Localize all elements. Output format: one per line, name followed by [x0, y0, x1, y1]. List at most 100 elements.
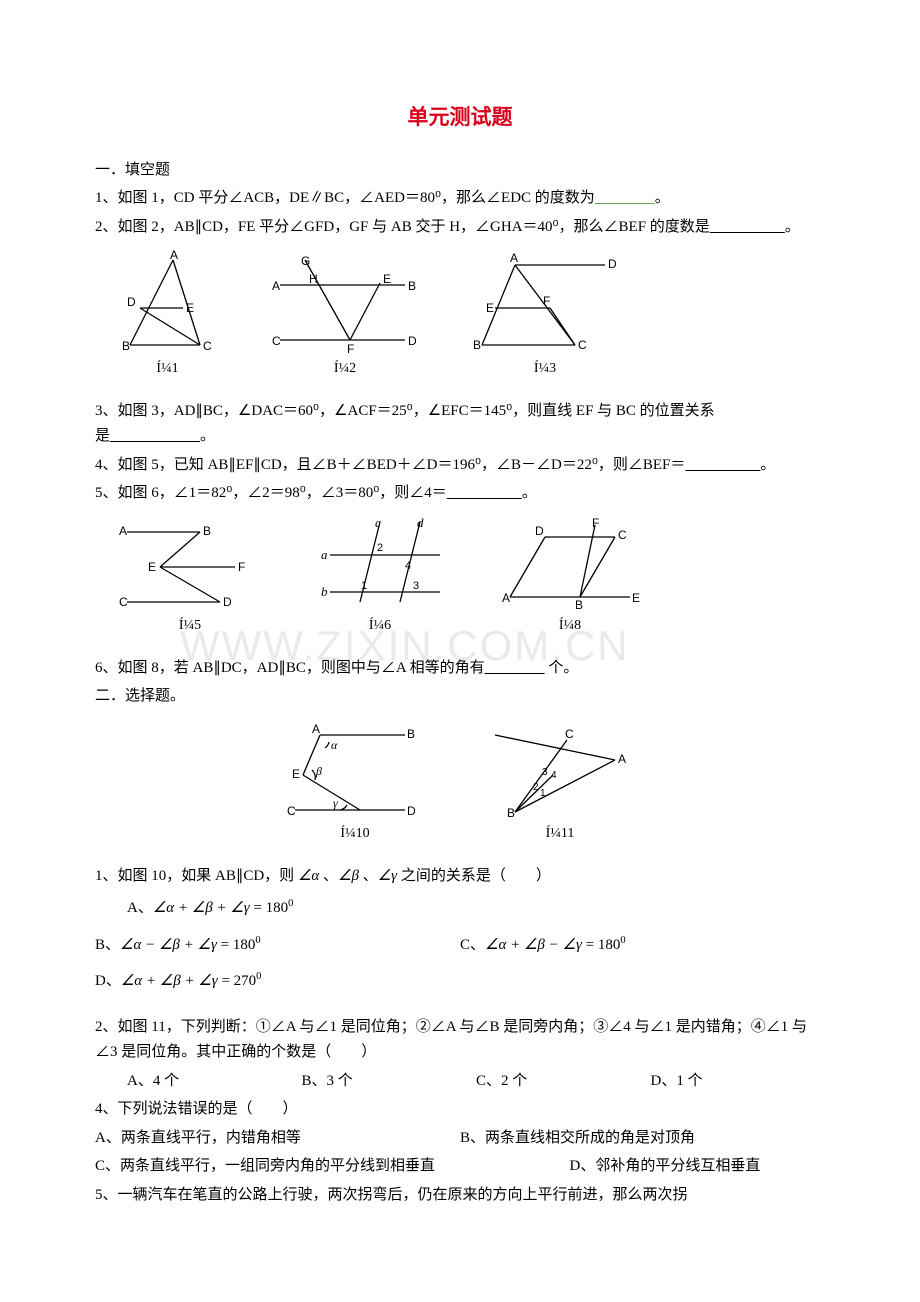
svg-text:C: C	[203, 339, 212, 353]
svg-text:B: B	[407, 727, 415, 741]
mc1-a: A、∠α + ∠β + ∠γ = 1800	[127, 895, 492, 922]
question-1: 1、如图 1，CD 平分∠ACB，DE∥BC，∠AED＝80⁰，那么∠EDC 的…	[95, 186, 825, 212]
question-1-text: 1、如图 1，CD 平分∠ACB，DE∥BC，∠AED＝80⁰，那么∠EDC 的…	[95, 190, 595, 206]
svg-text:A: A	[502, 591, 510, 605]
svg-text:B: B	[575, 598, 583, 612]
figure-3: A D E F B C Í¼3	[470, 250, 620, 381]
question-5-text: 5、如图 6，∠1＝82⁰，∠2＝98⁰，∠3＝80⁰，则∠4＝	[95, 485, 447, 501]
svg-text:F: F	[592, 517, 599, 530]
fig3-caption: Í¼3	[470, 357, 620, 381]
mc-question-5: 5、一辆汽车在笔直的公路上行驶，两次拐弯后，仍在原来的方向上平行前进，那么两次拐	[95, 1183, 825, 1209]
fig5-caption: Í¼5	[115, 614, 265, 638]
mc4-row2: C、两条直线平行，一组同旁内角的平分线到相垂直 D、邻补角的平分线互相垂直	[95, 1154, 825, 1180]
svg-text:D: D	[223, 595, 232, 609]
svg-text:c: c	[375, 517, 381, 530]
fig11-caption: Í¼11	[485, 822, 635, 846]
svg-text:E: E	[292, 767, 300, 781]
mc-question-1: 1、如图 10，如果 AB∥CD，则 ∠α 、∠β 、∠γ 之间的关系是（ ）	[95, 864, 825, 890]
figure-row-2: A B E F C D Í¼5 c d a b	[115, 517, 825, 638]
svg-text:F: F	[543, 294, 550, 308]
svg-text:E: E	[383, 272, 391, 286]
fig2-svg: G H A E B C F D	[265, 255, 425, 355]
fig5-svg: A B E F C D	[115, 517, 265, 612]
period: 。	[522, 485, 537, 501]
fig8-caption: Í¼8	[495, 614, 645, 638]
blank	[710, 219, 785, 235]
svg-text:A: A	[272, 279, 280, 293]
question-6: 6、如图 8，若 AB∥DC，AD∥BC，则图中与∠A 相等的角有 个。	[95, 656, 825, 682]
blank	[110, 428, 200, 444]
svg-text:C: C	[272, 334, 281, 348]
question-5: 5、如图 6，∠1＝82⁰，∠2＝98⁰，∠3＝80⁰，则∠4＝ 。	[95, 481, 825, 507]
mc4-d: D、邻补角的平分线互相垂直	[570, 1154, 826, 1180]
figure-1: A D E B C Í¼1	[115, 250, 220, 381]
svg-text:D: D	[127, 295, 136, 309]
svg-text:β: β	[315, 764, 322, 778]
mc2-a: A、4 个	[127, 1069, 302, 1095]
fig3-svg: A D E F B C	[470, 250, 620, 355]
mc2-d: D、1 个	[651, 1069, 826, 1095]
fig6-caption: Í¼6	[305, 614, 455, 638]
fig1-caption: Í¼1	[115, 357, 220, 381]
mc1-c: C、∠α + ∠β − ∠γ = 1800	[460, 932, 825, 959]
svg-text:γ: γ	[333, 796, 338, 810]
question-2-text: 2、如图 2，AB∥CD，FE 平分∠GFD，GF 与 AB 交于 H，∠GHA…	[95, 219, 710, 235]
page-title: 单元测试题	[95, 100, 825, 136]
mc-question-4: 4、下列说法错误的是（ ）	[95, 1097, 825, 1123]
svg-text:α: α	[331, 738, 338, 752]
mc1-b: B、∠α − ∠β + ∠γ = 1800	[95, 932, 460, 959]
period: 。	[200, 428, 215, 444]
question-6-text: 6、如图 8，若 AB∥DC，AD∥BC，则图中与∠A 相等的角有	[95, 660, 485, 676]
svg-text:D: D	[535, 524, 544, 538]
figure-row-3: A B E C D α β γ Í¼10 C A	[95, 720, 825, 846]
mc4-a: A、两条直线平行，内错角相等	[95, 1126, 460, 1152]
svg-text:1: 1	[361, 580, 367, 592]
fig1-svg: A D E B C	[115, 250, 220, 355]
svg-text:C: C	[618, 528, 627, 542]
fig2-caption: Í¼2	[265, 357, 425, 381]
svg-text:C: C	[287, 804, 296, 818]
svg-text:B: B	[203, 524, 211, 538]
figure-5: A B E F C D Í¼5	[115, 517, 265, 638]
svg-text:D: D	[407, 804, 416, 818]
mc2-b: B、3 个	[302, 1069, 477, 1095]
svg-text:A: A	[312, 722, 320, 736]
fig10-svg: A B E C D α β γ	[285, 720, 425, 820]
question-4-text: 4、如图 5，已知 AB∥EF∥CD，且∠B＋∠BED＋∠D＝196⁰，∠B－∠…	[95, 457, 685, 473]
mc-question-2: 2、如图 11，下列判断：①∠A 与∠1 是同位角；②∠A 与∠B 是同旁内角；…	[95, 1015, 825, 1066]
svg-text:F: F	[238, 560, 245, 574]
svg-text:D: D	[608, 257, 617, 271]
blank	[595, 190, 655, 206]
svg-text:4: 4	[551, 770, 557, 781]
fig11-svg: C A B 3 4 2 1	[485, 720, 635, 820]
question-3: 3、如图 3，AD∥BC，∠DAC＝60⁰，∠ACF＝25⁰，∠EFC＝145⁰…	[95, 399, 825, 450]
svg-text:H: H	[309, 272, 318, 286]
section-1-heading: 一．填空题	[95, 158, 825, 184]
svg-text:A: A	[170, 250, 178, 262]
svg-text:2: 2	[533, 782, 539, 793]
svg-text:A: A	[510, 251, 518, 265]
svg-text:C: C	[119, 595, 128, 609]
mc1-d: D、∠α + ∠β + ∠γ = 2700	[95, 968, 460, 995]
blank	[685, 457, 760, 473]
mc1-options: A、∠α + ∠β + ∠γ = 1800 B、∠α − ∠β + ∠γ = 1…	[95, 895, 825, 1005]
mc4-b: B、两条直线相交所成的角是对顶角	[460, 1126, 825, 1152]
svg-text:A: A	[119, 524, 127, 538]
svg-text:3: 3	[542, 767, 548, 778]
figure-2: G H A E B C F D Í¼2	[265, 255, 425, 381]
svg-text:F: F	[347, 342, 354, 355]
svg-text:B: B	[408, 279, 416, 293]
svg-text:D: D	[408, 334, 417, 348]
svg-text:2: 2	[377, 542, 383, 554]
svg-text:G: G	[301, 255, 310, 268]
blank	[447, 485, 522, 501]
svg-text:C: C	[578, 338, 587, 352]
section-2-heading: 二．选择题。	[95, 684, 825, 710]
svg-text:E: E	[486, 301, 494, 315]
svg-text:4: 4	[405, 560, 411, 572]
svg-text:B: B	[507, 806, 515, 820]
fig8-svg: F D C A B E	[495, 517, 645, 612]
fig10-caption: Í¼10	[285, 822, 425, 846]
svg-text:B: B	[473, 338, 481, 352]
svg-text:a: a	[321, 547, 328, 562]
